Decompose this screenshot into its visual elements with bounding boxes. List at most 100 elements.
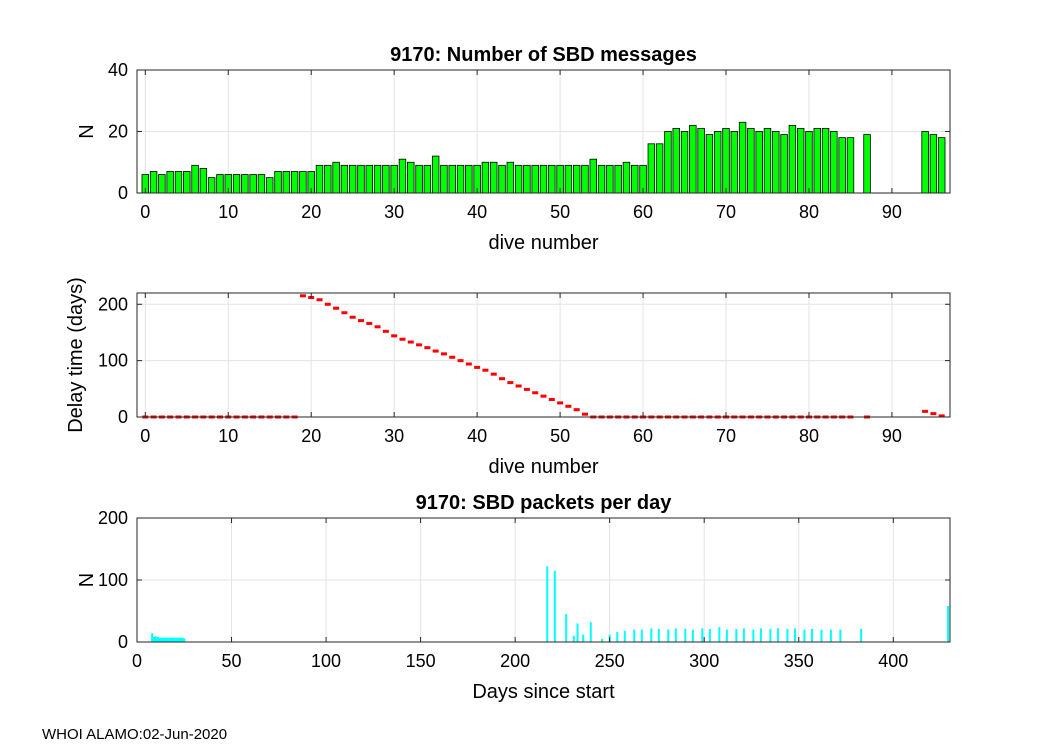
x-tick-label: 70 bbox=[716, 426, 736, 446]
message-count-bar bbox=[348, 164, 357, 194]
x-tick-label: 150 bbox=[406, 651, 436, 671]
packet-count-bar bbox=[572, 635, 575, 642]
message-count-bar bbox=[564, 164, 573, 194]
x-tick-label: 90 bbox=[882, 202, 902, 222]
delay-point bbox=[557, 401, 564, 405]
x-tick-label: 80 bbox=[799, 426, 819, 446]
delay-point bbox=[507, 381, 514, 385]
message-count-bar bbox=[324, 164, 332, 194]
delay-point bbox=[374, 325, 381, 329]
footer-credit: WHOI ALAMO:02-Jun-2020 bbox=[42, 726, 228, 743]
message-count-bar bbox=[929, 134, 938, 194]
packet-count-bar bbox=[742, 628, 745, 642]
message-count-bar bbox=[274, 171, 282, 194]
message-count-bar bbox=[216, 174, 224, 194]
message-count-bar bbox=[755, 131, 763, 194]
packet-count-bar bbox=[166, 637, 169, 642]
x-tick-label: 40 bbox=[467, 202, 487, 222]
x-tick-label: 60 bbox=[633, 202, 653, 222]
x-tick-label: 100 bbox=[311, 651, 341, 671]
message-count-bar bbox=[705, 134, 714, 194]
message-count-bar bbox=[846, 137, 855, 194]
packet-count-bar bbox=[786, 628, 789, 642]
message-count-bar bbox=[531, 164, 539, 194]
message-count-bar bbox=[821, 128, 830, 194]
delay-point bbox=[515, 384, 522, 388]
message-count-bar bbox=[498, 164, 506, 194]
delay-point bbox=[366, 321, 373, 325]
message-count-bar bbox=[655, 143, 664, 194]
delay-point bbox=[581, 412, 588, 416]
delay-point bbox=[399, 337, 406, 341]
packet-count-bar bbox=[735, 628, 738, 642]
y-tick-label: 200 bbox=[98, 508, 128, 528]
message-count-bar bbox=[539, 164, 548, 194]
message-count-bar bbox=[266, 177, 274, 194]
message-count-bar bbox=[232, 174, 241, 194]
message-count-bar bbox=[772, 131, 780, 194]
delay-point bbox=[440, 352, 447, 356]
packet-count-bar bbox=[553, 570, 556, 642]
message-count-bar bbox=[357, 164, 365, 194]
delay-point bbox=[316, 298, 323, 302]
packet-count-bar bbox=[162, 637, 165, 642]
x-axis-label: Days since start bbox=[472, 681, 615, 703]
message-count-bar bbox=[207, 177, 216, 194]
x-tick-label: 70 bbox=[716, 202, 736, 222]
packet-count-bar bbox=[667, 629, 670, 642]
message-count-bar bbox=[689, 124, 697, 194]
x-tick-label: 50 bbox=[550, 202, 570, 222]
message-count-bar bbox=[713, 131, 722, 194]
message-count-bar bbox=[572, 164, 581, 194]
message-count-bar bbox=[697, 128, 705, 194]
message-count-bar bbox=[589, 158, 597, 194]
delay-point bbox=[357, 319, 364, 323]
message-count-bar bbox=[199, 167, 208, 194]
packet-count-bar bbox=[839, 629, 842, 642]
delay-point bbox=[490, 372, 497, 376]
x-tick-label: 50 bbox=[550, 426, 570, 446]
delay-point bbox=[299, 294, 306, 298]
message-count-bar bbox=[863, 134, 871, 194]
delay-point bbox=[333, 306, 340, 310]
delay-point bbox=[540, 394, 547, 398]
packet-count-bar bbox=[947, 606, 950, 642]
message-count-bar bbox=[365, 164, 374, 194]
x-axis-label: dive number bbox=[488, 232, 598, 254]
delay-point bbox=[449, 355, 456, 359]
packet-count-bar bbox=[170, 637, 173, 642]
packet-count-bar bbox=[546, 566, 549, 642]
packet-count-bar bbox=[752, 629, 755, 642]
x-tick-label: 400 bbox=[878, 651, 908, 671]
delay-point bbox=[474, 365, 481, 369]
packet-count-bar bbox=[181, 637, 184, 642]
delay-point bbox=[465, 362, 472, 366]
x-tick-label: 60 bbox=[633, 426, 653, 446]
packet-count-bar bbox=[154, 636, 157, 642]
message-count-bar bbox=[158, 174, 166, 194]
packet-count-bar bbox=[183, 638, 186, 642]
message-count-bar bbox=[382, 164, 390, 194]
message-count-bar bbox=[481, 161, 490, 194]
message-count-bar bbox=[299, 171, 307, 194]
delay-point bbox=[341, 311, 348, 315]
x-tick-label: 80 bbox=[799, 202, 819, 222]
message-count-bar bbox=[440, 164, 448, 194]
x-tick-label: 0 bbox=[140, 426, 150, 446]
message-count-bar bbox=[332, 161, 340, 194]
x-tick-label: 0 bbox=[132, 651, 142, 671]
delay-point bbox=[548, 398, 555, 402]
delay-point bbox=[432, 349, 439, 353]
packet-count-bar bbox=[158, 637, 161, 642]
delay-point bbox=[457, 359, 464, 363]
message-count-bar bbox=[465, 164, 473, 194]
packet-count-bar bbox=[164, 637, 167, 642]
packet-count-bar bbox=[674, 628, 677, 642]
message-count-bar bbox=[680, 131, 689, 194]
y-tick-label: 100 bbox=[98, 351, 128, 371]
message-count-bar bbox=[830, 131, 838, 194]
delay-point bbox=[930, 412, 937, 416]
packet-count-bar bbox=[657, 628, 660, 642]
message-count-bar bbox=[241, 174, 249, 194]
packet-count-bar bbox=[718, 627, 721, 642]
